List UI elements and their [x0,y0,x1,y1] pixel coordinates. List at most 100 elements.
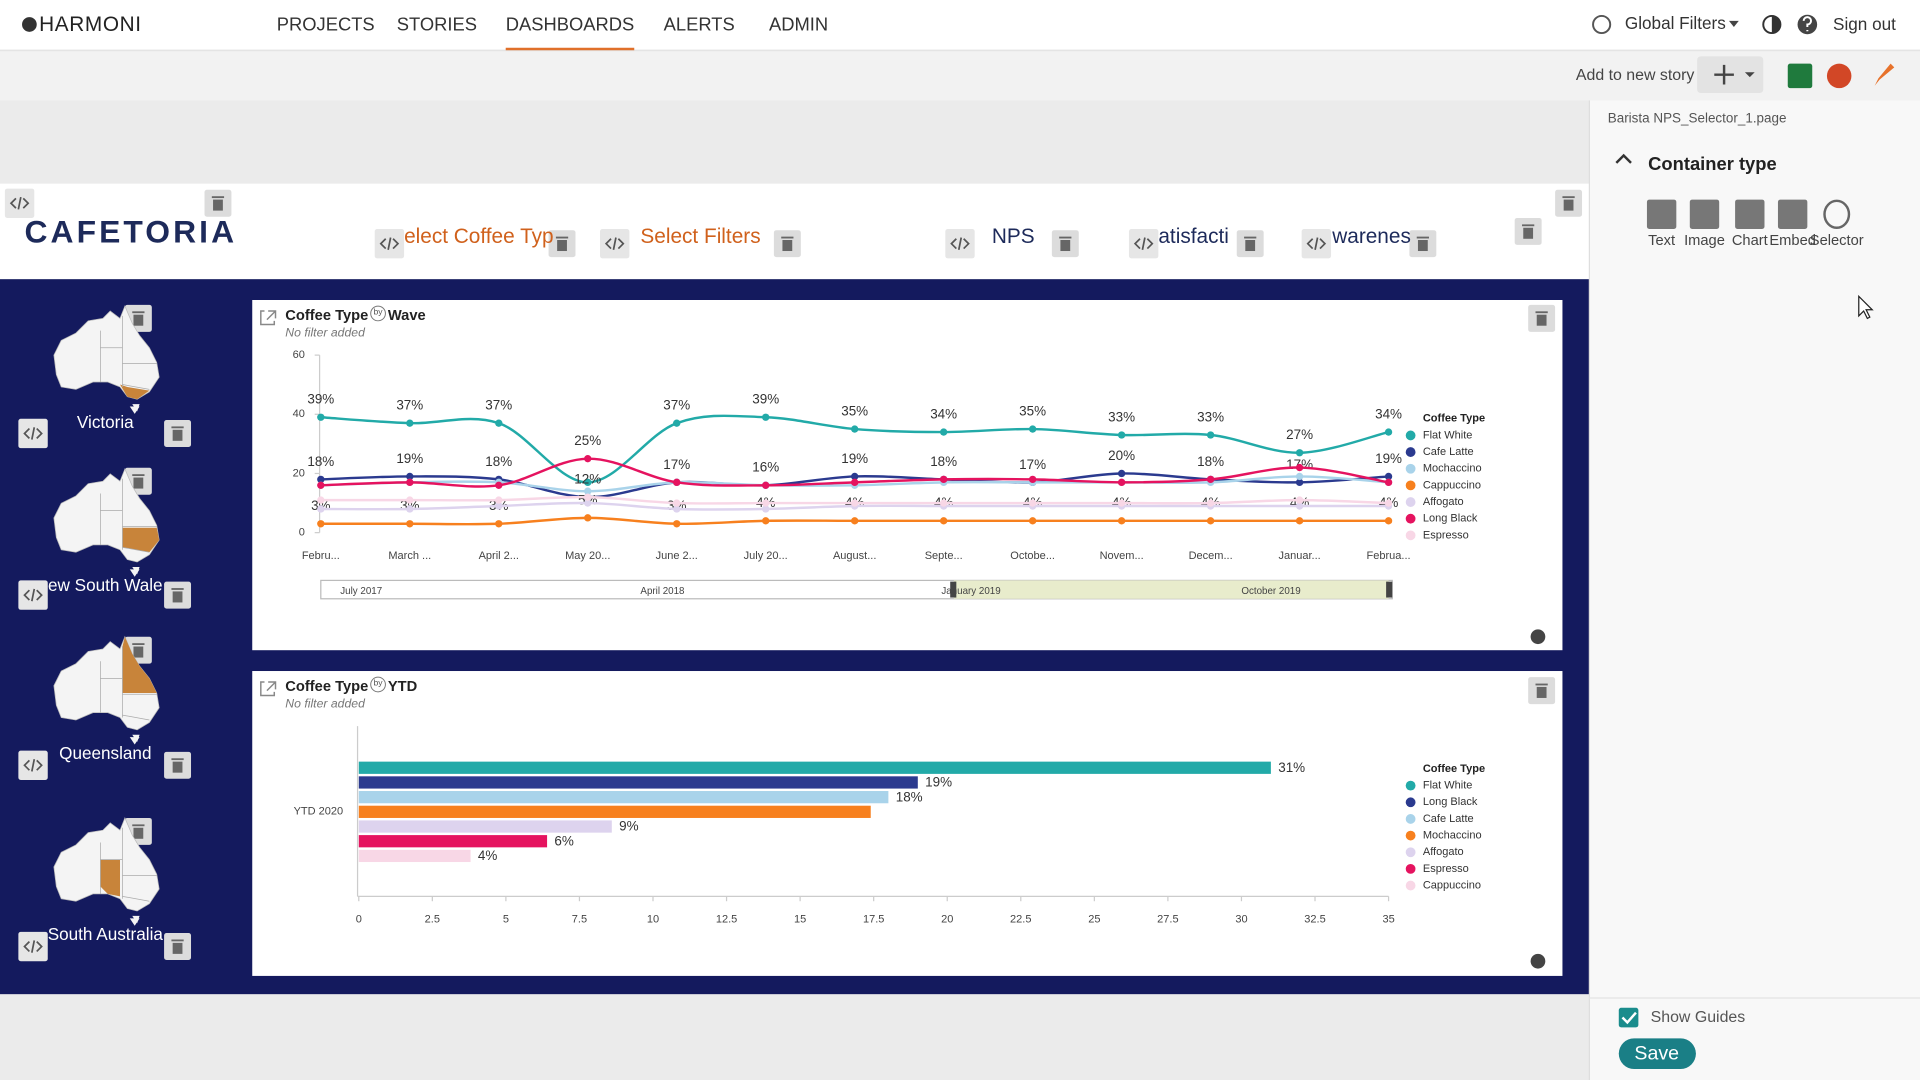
navigator-selection[interactable] [953,580,1389,599]
x-tick-label: 15 [794,913,806,925]
x-tick-label: 27.5 [1157,913,1178,925]
nav-item[interactable]: DASHBOARDS [506,14,635,35]
data-point [584,487,592,495]
legend-swatch [1405,797,1416,808]
nav-item[interactable]: ADMIN [769,14,828,35]
data-label: 37% [663,398,690,413]
trash-glyph [557,240,567,252]
container-type-icon[interactable] [1735,199,1765,229]
container-type-label[interactable]: Selector [1810,233,1864,249]
data-point [406,505,414,513]
y-tick-label: 60 [293,349,305,361]
legend-label[interactable]: Cafe Latte [1423,446,1474,458]
code-glyph [23,427,43,440]
edit-icon[interactable] [1874,63,1895,86]
legend-swatch [1405,430,1416,441]
navigator-label: July 2017 [340,586,382,597]
nav-item[interactable]: STORIES [397,14,477,35]
info-icon[interactable] [1530,953,1546,969]
highlighted-state [122,636,157,694]
save-button[interactable] [1618,1038,1696,1069]
legend-label[interactable]: Affogato [1423,846,1464,858]
add-to-story[interactable]: Add to new story [1576,67,1695,84]
data-point [1206,431,1215,439]
navigator-handle[interactable] [1386,581,1393,598]
bar [358,761,1271,774]
data-point [584,499,592,507]
nav-item[interactable]: ALERTS [664,14,735,35]
data-point [317,505,325,513]
data-point [1295,496,1304,504]
container-type-icon[interactable] [1777,199,1808,229]
bar [358,820,612,833]
chart-title: Coffee Type [285,679,368,695]
legend-swatch [1405,814,1416,824]
map-pointer [129,737,140,745]
save-label[interactable]: Save [1634,1042,1679,1064]
container-type-label[interactable]: Text [1648,233,1675,249]
data-label: 19% [841,451,868,466]
region-label[interactable]: Queensland [59,743,151,763]
legend-label[interactable]: Mochaccino [1423,463,1482,475]
y-tick-label: 20 [293,467,305,479]
data-point [1384,517,1393,525]
container-type-icon[interactable] [1646,199,1677,229]
data-label: 17% [1019,457,1046,472]
region-label[interactable]: Victoria [77,412,134,432]
excel-icon[interactable] [1787,63,1813,89]
legend-label[interactable]: Mochaccino [1423,829,1482,841]
trash-glyph [172,429,183,441]
nav-item[interactable]: PROJECTS [277,14,375,35]
selector-title[interactable]: atisfacti [1158,225,1229,248]
data-point [762,505,770,513]
legend-label[interactable]: Affogato [1423,496,1464,508]
powerpoint-icon[interactable] [1826,63,1852,89]
legend-label[interactable]: Espresso [1423,529,1469,541]
data-point [406,478,414,487]
data-point [1028,517,1037,525]
selector-title[interactable]: NPS [992,225,1035,248]
canvas-top [0,100,1590,184]
show-guides-checkbox[interactable] [1618,1007,1639,1028]
data-point [406,496,414,504]
sign-out[interactable]: Sign out [1833,14,1896,34]
y-tick-label: 0 [299,527,305,539]
selector-title[interactable]: warenes [1331,225,1411,248]
legend-label[interactable]: Long Black [1423,513,1478,525]
legend-label[interactable]: Cafe Latte [1423,813,1474,825]
info-icon[interactable] [1530,629,1546,645]
legend-label[interactable]: Long Black [1423,796,1478,808]
map-pointer [129,569,140,577]
trash-glyph [1417,240,1428,252]
navigator-handle[interactable] [950,581,957,598]
data-point [406,419,414,427]
legend-swatch [1405,447,1416,457]
globe-icon[interactable] [1592,14,1612,35]
selector-title[interactable]: elect Coffee Typ [404,225,554,248]
container-type-label[interactable]: Image [1684,233,1725,249]
data-label: 35% [841,404,868,419]
data-point [940,499,948,507]
legend-label[interactable]: Cappuccino [1423,479,1481,491]
legend-label[interactable]: Cappuccino [1423,879,1481,891]
open-icon[interactable] [260,310,277,326]
region-label[interactable]: South Australia [48,924,164,944]
open-icon[interactable] [260,681,277,697]
region-label[interactable]: ew South Wale [48,575,163,595]
selector-title[interactable]: Select Filters [640,225,760,248]
container-type-icon[interactable] [1689,199,1720,229]
global-filters[interactable]: Global Filters [1625,13,1726,33]
container-type-label[interactable]: Chart [1732,233,1768,249]
legend-label[interactable]: Espresso [1423,863,1469,875]
map-pointer [129,406,140,414]
data-point [1295,449,1304,457]
logo: CAFETORIA [24,213,237,249]
trash-glyph [1523,227,1534,239]
legend-label[interactable]: Flat White [1423,429,1473,441]
collapse-icon[interactable] [1615,153,1632,164]
data-label: 6% [554,833,573,848]
x-tick-label: 35 [1382,913,1394,925]
container-type-label[interactable]: Embed [1769,233,1816,249]
australia-map[interactable] [53,305,160,400]
legend-label[interactable]: Flat White [1423,780,1473,792]
